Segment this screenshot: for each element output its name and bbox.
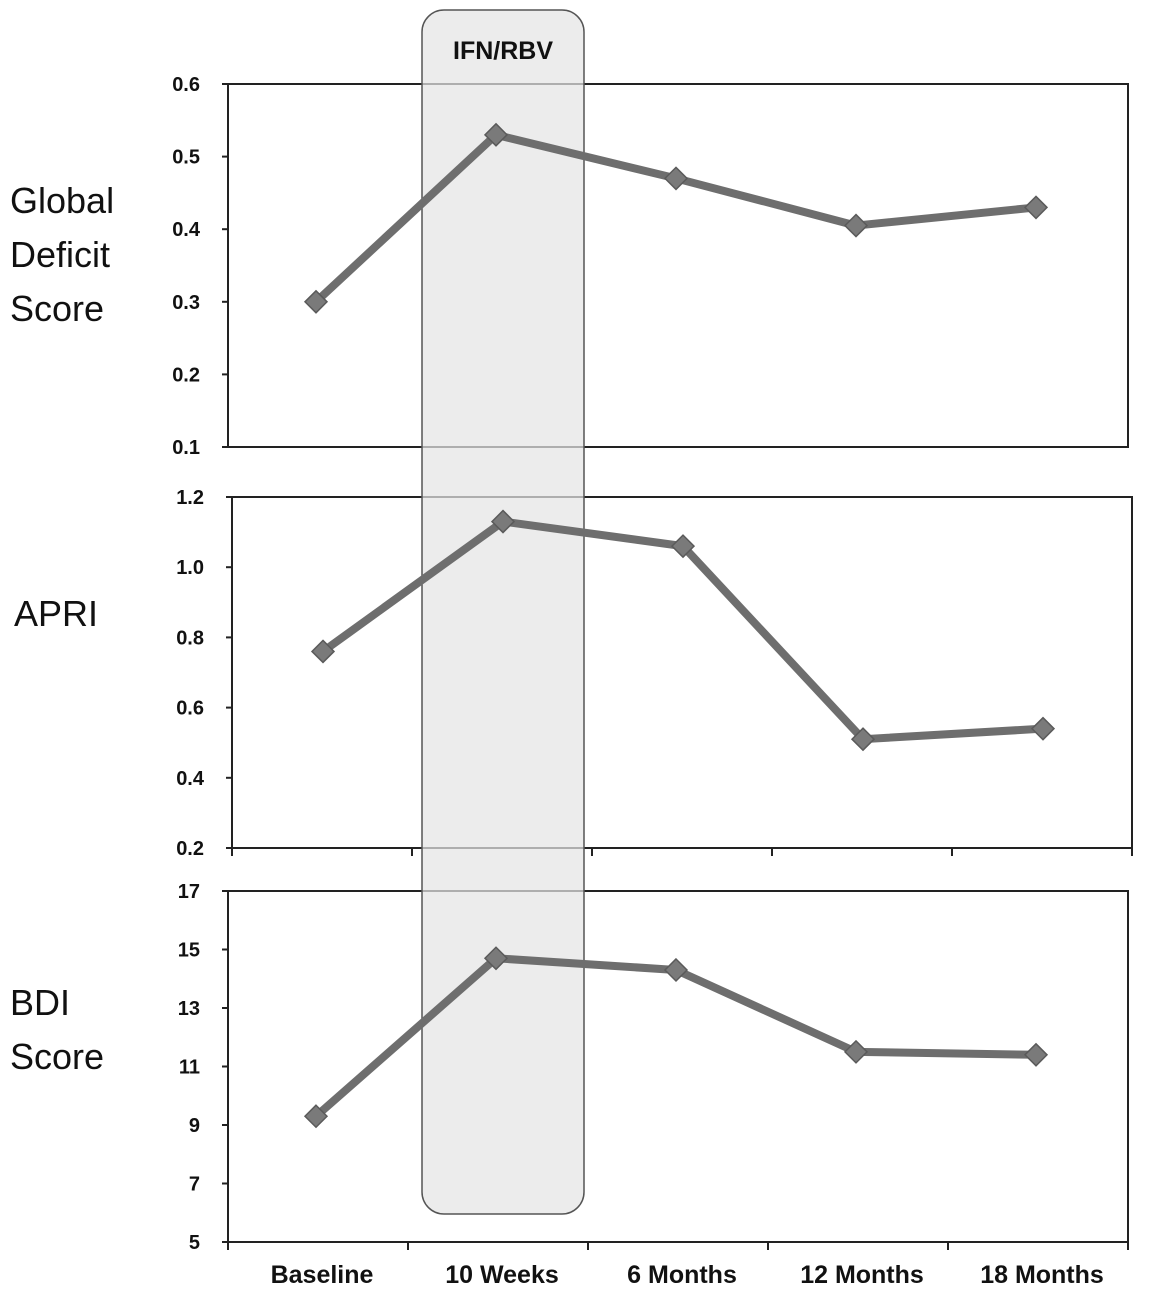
- x-tick-label: 18 Months: [980, 1261, 1104, 1289]
- data-point: [303, 289, 329, 314]
- y-axis-label: APRI: [14, 593, 98, 634]
- data-point: [310, 639, 336, 664]
- y-tick-label: 0.4: [172, 219, 201, 241]
- data-point: [670, 534, 696, 559]
- series-panel-1: [303, 122, 1049, 314]
- y-tick-label: 7: [189, 1174, 200, 1196]
- data-point: [663, 957, 689, 983]
- x-tick-label: Baseline: [271, 1261, 374, 1289]
- series-panel-3: [303, 946, 1049, 1129]
- y-tick-label: 0.6: [172, 74, 200, 96]
- y-axis-label: Global: [10, 180, 114, 221]
- y-tick-label: 1.0: [176, 557, 204, 579]
- y-tick-label: 0.2: [176, 838, 204, 860]
- y-tick-label: 5: [189, 1232, 200, 1254]
- treatment-band-rect: [421, 9, 585, 1215]
- y-tick-label: 13: [178, 998, 200, 1020]
- series-panel-2: [310, 509, 1056, 752]
- y-tick-label: 0.1: [172, 437, 200, 459]
- y-tick-label: 15: [178, 940, 200, 962]
- plot-frame: [227, 890, 1129, 1243]
- treatment-band-label: IFN/RBV: [453, 37, 553, 65]
- plot-frame: [227, 83, 1129, 448]
- y-tick-label: 17: [178, 881, 200, 903]
- y-tick-label: 0.4: [176, 768, 205, 790]
- panel-3: 5 7 9 11 13 15 17 BDI Score: [10, 881, 1129, 1254]
- data-point: [1023, 195, 1049, 220]
- y-tick-label: 0.8: [176, 627, 204, 649]
- data-point: [1030, 716, 1056, 741]
- y-axis-label: Deficit: [10, 234, 110, 275]
- y-tick-label: 11: [179, 1057, 200, 1079]
- data-point: [663, 166, 689, 191]
- panel-2: 0.2 0.4 0.6 0.8 1.0 1.2 APRI: [14, 487, 1133, 860]
- y-tick-label: 0.3: [172, 292, 200, 314]
- data-point: [843, 213, 869, 238]
- data-point: [483, 122, 509, 147]
- y-axis-label: Score: [10, 288, 104, 329]
- data-point: [850, 727, 876, 752]
- x-tick-label: 12 Months: [800, 1261, 924, 1289]
- y-axis-label: Score: [10, 1036, 104, 1077]
- y-tick-label: 9: [189, 1115, 200, 1137]
- y-tick-label: 0.2: [172, 364, 200, 386]
- data-point: [490, 509, 516, 534]
- y-axis-label: BDI: [10, 982, 70, 1023]
- y-tick-label: 0.6: [176, 698, 204, 720]
- y-tick-label: 0.5: [172, 147, 200, 169]
- x-tick-label: 10 Weeks: [445, 1261, 559, 1289]
- plot-frame: [231, 496, 1133, 849]
- data-point: [483, 946, 509, 971]
- panel-1: 0.1 0.2 0.3 0.4 0.5 0.6 Global Deficit Score: [10, 74, 1129, 459]
- data-point: [1023, 1042, 1049, 1067]
- data-point: [843, 1039, 869, 1064]
- chart-series: [303, 122, 1056, 1129]
- chart-panels: 0.10.20.30.40.50.6GlobalDeficitScore0.20…: [10, 74, 1133, 1254]
- treatment-band: IFN/RBV: [421, 9, 585, 1215]
- x-axis: Baseline 10 Weeks 6 Months 12 Months 18 Mont…: [227, 848, 1133, 1289]
- x-tick-label: 6 Months: [627, 1261, 737, 1289]
- data-point: [303, 1104, 329, 1129]
- y-tick-label: 1.2: [176, 487, 204, 509]
